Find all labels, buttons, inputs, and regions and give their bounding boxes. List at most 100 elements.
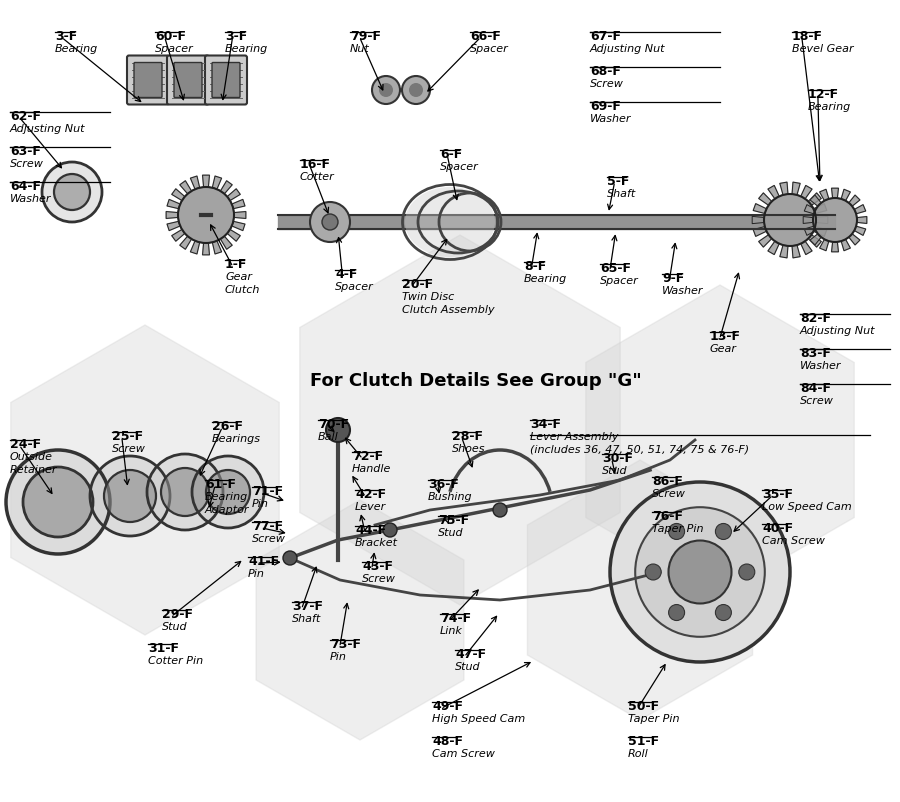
Text: 51-F: 51-F	[628, 735, 659, 748]
Text: 82-F: 82-F	[800, 312, 831, 325]
Text: 83-F: 83-F	[800, 347, 831, 360]
FancyBboxPatch shape	[127, 55, 169, 104]
Text: 28-F: 28-F	[452, 430, 483, 443]
Text: 31-F: 31-F	[148, 642, 179, 655]
Circle shape	[493, 503, 507, 517]
Polygon shape	[768, 185, 779, 199]
Polygon shape	[191, 241, 200, 254]
Text: Stud: Stud	[162, 622, 187, 632]
Polygon shape	[202, 175, 210, 187]
Text: Washer: Washer	[10, 194, 51, 204]
FancyBboxPatch shape	[205, 55, 247, 104]
Polygon shape	[842, 239, 850, 251]
Text: Clutch: Clutch	[225, 285, 260, 295]
Text: 43-F: 43-F	[362, 560, 393, 573]
Text: Handle: Handle	[352, 464, 392, 474]
Text: Adjusting Nut: Adjusting Nut	[800, 326, 876, 336]
Text: 8-F: 8-F	[524, 260, 546, 273]
Polygon shape	[803, 217, 813, 224]
Text: Washer: Washer	[590, 114, 632, 124]
Polygon shape	[779, 245, 788, 258]
Text: 18-F: 18-F	[792, 30, 823, 43]
Text: 69-F: 69-F	[590, 100, 621, 113]
Polygon shape	[768, 241, 779, 254]
Polygon shape	[167, 200, 180, 209]
Circle shape	[322, 214, 338, 230]
Text: Roll: Roll	[628, 749, 649, 759]
Text: 72-F: 72-F	[352, 450, 383, 463]
Text: Shaft: Shaft	[607, 189, 636, 199]
Text: Gear: Gear	[225, 272, 252, 282]
Text: Bracket: Bracket	[355, 538, 398, 548]
Text: 20-F: 20-F	[402, 278, 433, 291]
Polygon shape	[212, 241, 221, 254]
Polygon shape	[172, 188, 184, 200]
Polygon shape	[527, 460, 752, 720]
Polygon shape	[820, 189, 829, 200]
Text: 62-F: 62-F	[10, 110, 41, 123]
Text: 64-F: 64-F	[10, 180, 41, 193]
Circle shape	[42, 162, 102, 222]
Polygon shape	[11, 325, 279, 635]
Text: 6-F: 6-F	[440, 148, 463, 161]
Polygon shape	[167, 221, 180, 231]
Circle shape	[283, 551, 297, 565]
FancyBboxPatch shape	[212, 63, 240, 98]
Text: 34-F: 34-F	[530, 418, 561, 431]
Text: Bearing: Bearing	[808, 102, 851, 112]
Circle shape	[669, 524, 685, 540]
Text: (includes 36, 47, 50, 51, 74, 75 & 76-F): (includes 36, 47, 50, 51, 74, 75 & 76-F)	[530, 445, 749, 455]
Polygon shape	[586, 285, 854, 595]
Text: Cam Screw: Cam Screw	[762, 536, 825, 546]
Text: Outside: Outside	[10, 452, 53, 462]
Polygon shape	[753, 226, 767, 237]
Polygon shape	[854, 205, 866, 214]
Polygon shape	[814, 226, 827, 237]
Polygon shape	[759, 235, 772, 247]
Polygon shape	[849, 195, 859, 206]
Polygon shape	[180, 180, 192, 194]
Text: Screw: Screw	[252, 534, 286, 544]
Polygon shape	[849, 234, 859, 245]
Polygon shape	[816, 217, 828, 224]
Circle shape	[739, 564, 755, 580]
Text: Adjusting Nut: Adjusting Nut	[590, 44, 665, 54]
Circle shape	[764, 194, 816, 246]
Polygon shape	[300, 235, 620, 605]
Polygon shape	[805, 226, 815, 235]
Text: Screw: Screw	[800, 396, 834, 406]
Circle shape	[6, 450, 110, 554]
Text: 12-F: 12-F	[808, 88, 839, 101]
Text: Spacer: Spacer	[600, 276, 639, 286]
Text: 5-F: 5-F	[607, 175, 629, 188]
Polygon shape	[801, 185, 812, 199]
Text: 37-F: 37-F	[292, 600, 323, 613]
Circle shape	[610, 482, 790, 662]
Text: 35-F: 35-F	[762, 488, 793, 501]
Circle shape	[813, 198, 857, 242]
Circle shape	[310, 202, 350, 242]
Text: Screw: Screw	[652, 489, 686, 499]
Text: Cotter: Cotter	[300, 172, 335, 182]
Polygon shape	[814, 204, 827, 213]
Text: 65-F: 65-F	[600, 262, 631, 275]
Text: High Speed Cam: High Speed Cam	[432, 714, 526, 724]
Circle shape	[669, 605, 685, 621]
Text: Shoes: Shoes	[452, 444, 485, 454]
Text: Adjusting Nut: Adjusting Nut	[10, 124, 86, 134]
Circle shape	[90, 456, 170, 536]
Text: Spacer: Spacer	[155, 44, 194, 54]
Text: Link: Link	[440, 626, 463, 636]
Circle shape	[409, 83, 423, 97]
Circle shape	[147, 454, 223, 530]
Text: 13-F: 13-F	[710, 330, 741, 343]
Text: Bearing: Bearing	[205, 492, 248, 502]
Text: 47-F: 47-F	[455, 648, 486, 661]
Text: Cam Screw: Cam Screw	[432, 749, 495, 759]
Text: 63-F: 63-F	[10, 145, 40, 158]
Polygon shape	[792, 245, 800, 258]
Polygon shape	[832, 188, 839, 198]
Text: Gear: Gear	[710, 344, 737, 354]
Text: 76-F: 76-F	[652, 510, 683, 523]
Circle shape	[206, 470, 250, 514]
